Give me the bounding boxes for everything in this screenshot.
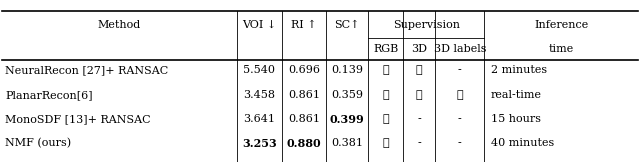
Text: SC↑: SC↑ (335, 20, 360, 30)
Text: 0.861: 0.861 (288, 90, 320, 100)
Text: 3D labels: 3D labels (433, 44, 486, 54)
Text: 3D: 3D (412, 44, 428, 54)
Text: real-time: real-time (491, 90, 542, 100)
Text: RGB: RGB (373, 44, 398, 54)
Text: -: - (458, 138, 461, 148)
Text: -: - (458, 114, 461, 124)
Text: 5.540: 5.540 (243, 65, 275, 75)
Text: ✓: ✓ (456, 90, 463, 100)
Text: 0.880: 0.880 (287, 138, 321, 149)
Text: PlanarRecon[6]: PlanarRecon[6] (5, 90, 93, 100)
Text: 2 minutes: 2 minutes (491, 65, 547, 75)
Text: MonoSDF [13]+ RANSAC: MonoSDF [13]+ RANSAC (5, 114, 151, 124)
Text: ✓: ✓ (416, 90, 422, 100)
Text: NeuralRecon [27]+ RANSAC: NeuralRecon [27]+ RANSAC (5, 65, 168, 75)
Text: ✓: ✓ (416, 65, 422, 75)
Text: NMF (ours): NMF (ours) (5, 138, 71, 149)
Text: 0.696: 0.696 (288, 65, 320, 75)
Text: ✓: ✓ (382, 90, 389, 100)
Text: ✓: ✓ (382, 65, 389, 75)
Text: 15 hours: 15 hours (491, 114, 541, 124)
Text: 0.139: 0.139 (332, 65, 364, 75)
Text: VOI ↓: VOI ↓ (242, 20, 276, 30)
Text: -: - (417, 114, 421, 124)
Text: 0.861: 0.861 (288, 114, 320, 124)
Text: 3.641: 3.641 (243, 114, 275, 124)
Text: -: - (417, 138, 421, 148)
Text: 40 minutes: 40 minutes (491, 138, 554, 148)
Text: 0.359: 0.359 (332, 90, 364, 100)
Text: time: time (548, 44, 574, 54)
Text: Inference: Inference (534, 20, 588, 30)
Text: 3.253: 3.253 (242, 138, 276, 149)
Text: ✓: ✓ (382, 138, 389, 148)
Text: RI ↑: RI ↑ (291, 20, 317, 30)
Text: 3.458: 3.458 (243, 90, 275, 100)
Text: Supervision: Supervision (393, 20, 460, 30)
Text: 0.399: 0.399 (330, 114, 365, 125)
Text: ✓: ✓ (382, 114, 389, 124)
Text: -: - (458, 65, 461, 75)
Text: Method: Method (98, 20, 141, 30)
Text: 0.381: 0.381 (332, 138, 364, 148)
